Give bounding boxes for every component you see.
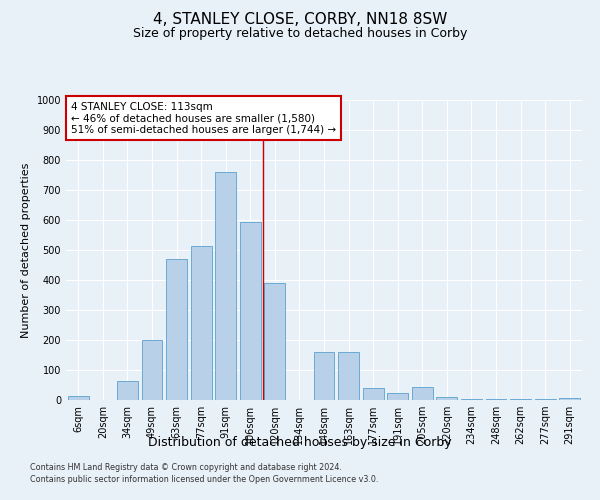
- Text: Contains HM Land Registry data © Crown copyright and database right 2024.: Contains HM Land Registry data © Crown c…: [30, 464, 342, 472]
- Bar: [191, 246, 212, 400]
- Text: 4, STANLEY CLOSE, CORBY, NN18 8SW: 4, STANLEY CLOSE, CORBY, NN18 8SW: [153, 12, 447, 28]
- Text: Distribution of detached houses by size in Corby: Distribution of detached houses by size …: [148, 436, 452, 449]
- Bar: [485, 398, 506, 400]
- Bar: [559, 398, 580, 400]
- Bar: [142, 340, 163, 400]
- Bar: [68, 396, 89, 400]
- Bar: [117, 380, 138, 400]
- Bar: [510, 398, 531, 400]
- Bar: [436, 397, 457, 400]
- Bar: [265, 283, 286, 400]
- Bar: [535, 398, 556, 400]
- Bar: [240, 222, 261, 400]
- Bar: [215, 172, 236, 400]
- Y-axis label: Number of detached properties: Number of detached properties: [21, 162, 31, 338]
- Bar: [387, 394, 408, 400]
- Bar: [166, 259, 187, 400]
- Text: 4 STANLEY CLOSE: 113sqm
← 46% of detached houses are smaller (1,580)
51% of semi: 4 STANLEY CLOSE: 113sqm ← 46% of detache…: [71, 102, 336, 134]
- Text: Size of property relative to detached houses in Corby: Size of property relative to detached ho…: [133, 28, 467, 40]
- Text: Contains public sector information licensed under the Open Government Licence v3: Contains public sector information licen…: [30, 475, 379, 484]
- Bar: [412, 388, 433, 400]
- Bar: [338, 352, 359, 400]
- Bar: [314, 352, 334, 400]
- Bar: [362, 388, 383, 400]
- Bar: [461, 398, 482, 400]
